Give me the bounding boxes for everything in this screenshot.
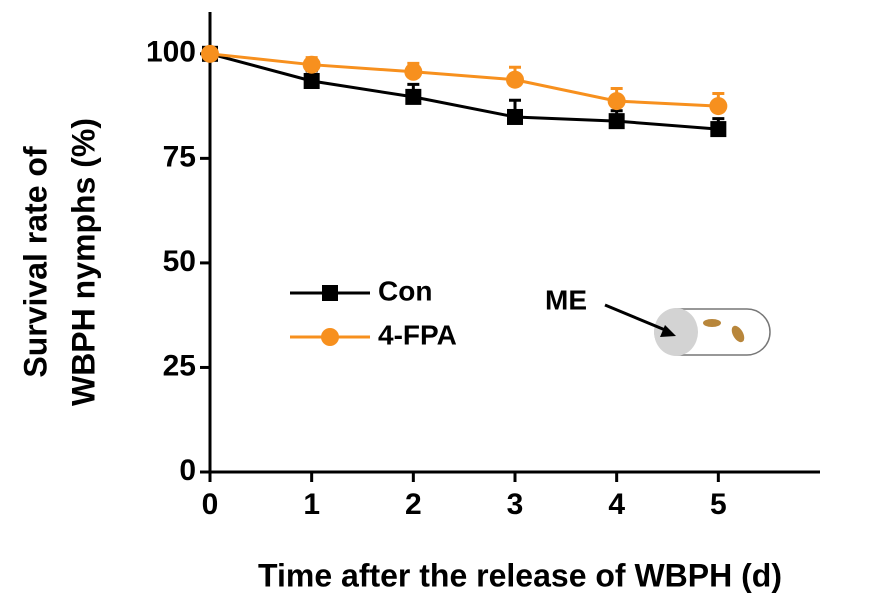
arrow (604, 303, 671, 334)
x-tick-label: 0 (202, 488, 219, 521)
data-point (710, 121, 727, 138)
data-point (405, 88, 422, 105)
data-point (302, 55, 321, 74)
y-tick-label: 50 (163, 245, 196, 278)
x-tick-label: 3 (507, 488, 524, 521)
data-point (506, 70, 524, 89)
legend-marker (322, 285, 338, 301)
data-point (303, 73, 320, 89)
data-point (201, 44, 219, 63)
arrow-head (660, 325, 676, 337)
annotation: ME (545, 284, 587, 315)
series-line (209, 52, 719, 131)
y-axis-title: WBPH nymphs (%) (65, 118, 101, 406)
x-axis-title: Time after the release of WBPH (d) (258, 557, 782, 593)
x-tick-label: 4 (608, 488, 625, 521)
insect (731, 325, 745, 343)
lure (654, 308, 698, 356)
data-point (607, 92, 626, 111)
y-tick-label: 100 (146, 36, 196, 69)
data-point (709, 97, 728, 116)
x-tick-label: 2 (405, 488, 422, 521)
legend-label: 4-FPA (378, 319, 457, 350)
data-point (507, 108, 523, 125)
insect (703, 319, 721, 327)
inset-illustration: ME (545, 284, 771, 356)
legend-marker (321, 328, 339, 346)
y-tick-label: 0 (179, 454, 196, 487)
y-tick-label: 75 (163, 140, 196, 173)
y-tick-label: 25 (163, 349, 196, 382)
legend-label: Con (378, 275, 432, 306)
y-axis-title: Survival rate of (17, 146, 53, 378)
data-point (608, 113, 625, 130)
x-tick-label: 1 (303, 488, 320, 521)
x-tick-label: 5 (710, 488, 727, 521)
data-point (404, 62, 423, 81)
series-line (209, 52, 719, 108)
